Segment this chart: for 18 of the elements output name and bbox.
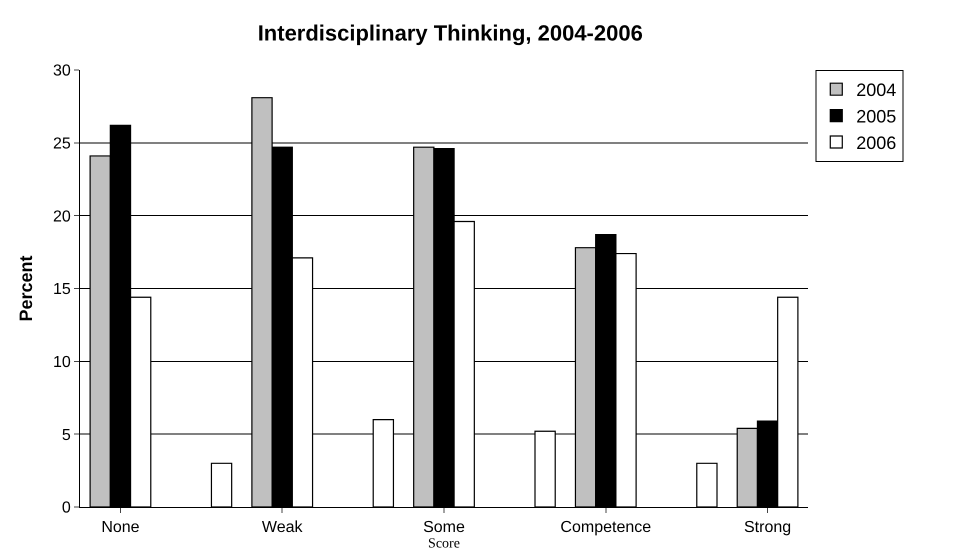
y-axis-title: Percent: [16, 255, 36, 322]
x-tick-label: Some: [423, 519, 465, 536]
legend-label: 2004: [856, 80, 896, 100]
x-tick-label: None: [101, 519, 140, 536]
y-tick-label: 15: [53, 281, 71, 298]
y-tick-label: 10: [53, 354, 71, 371]
x-tick-label: Weak: [262, 519, 304, 536]
y-tick-label: 30: [53, 62, 71, 80]
y-tick-label: 25: [53, 135, 71, 152]
legend-label: 2006: [856, 133, 896, 154]
x-axis-title: Score: [428, 536, 460, 552]
chart-title: Interdisciplinary Thinking, 2004-2006: [258, 20, 643, 46]
x-tick-label: Competence: [560, 519, 652, 536]
x-tick-label: Strong: [744, 519, 792, 536]
y-tick-label: 0: [62, 500, 71, 517]
y-tick-label: 20: [53, 208, 71, 226]
y-tick-label: 5: [62, 426, 71, 444]
legend-label: 2005: [856, 106, 896, 127]
